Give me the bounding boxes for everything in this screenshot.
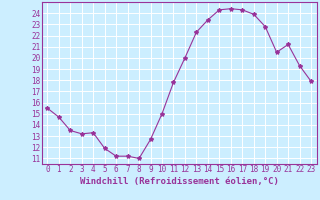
X-axis label: Windchill (Refroidissement éolien,°C): Windchill (Refroidissement éolien,°C) (80, 177, 279, 186)
